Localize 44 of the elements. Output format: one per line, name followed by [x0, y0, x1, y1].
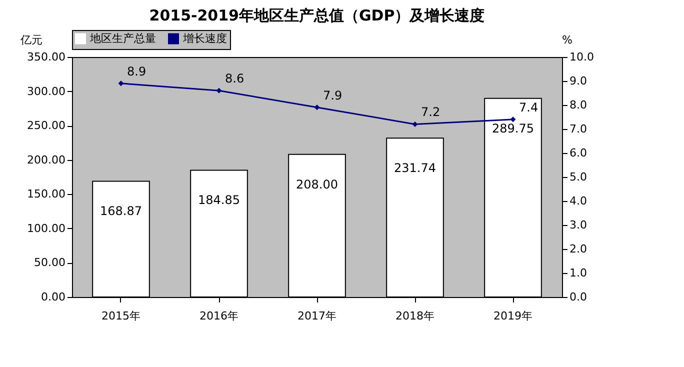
data-label: 8.9	[127, 64, 146, 78]
y-tick-label: 200.00	[27, 153, 66, 166]
x-tick-label: 2019年	[494, 310, 532, 322]
y2-tick-label: 9.0	[570, 74, 587, 88]
chart-title: 2015-2019年地区生产总值（GDP）及增长速度	[149, 6, 485, 24]
y2-tick-label: 6.0	[570, 146, 587, 160]
y-axis-title: 亿元	[20, 34, 42, 46]
y2-tick-label: 5.0	[570, 170, 587, 184]
data-label: 231.74	[394, 161, 436, 176]
data-label: 8.6	[225, 72, 244, 86]
y2-tick-label: 1.0	[570, 266, 587, 280]
x-tick-label: 2017年	[298, 310, 336, 322]
legend-label: 增长速度	[182, 32, 227, 45]
point	[412, 121, 418, 127]
y-tick-label: 50.00	[34, 256, 66, 270]
y-tick-label: 350.00	[27, 50, 66, 64]
data-label: 208.00	[296, 177, 338, 192]
y-tick-label: 100.00	[27, 222, 66, 235]
x-tick-label: 2016年	[200, 310, 238, 322]
point	[216, 88, 222, 94]
data-label: 7.9	[323, 88, 342, 102]
point	[510, 116, 516, 122]
y2-tick-label: 10.0	[570, 50, 594, 64]
y2-tick-label: 8.0	[570, 98, 587, 112]
y2-tick-label: 2.0	[570, 242, 587, 256]
y2-tick-label: 4.0	[570, 194, 587, 208]
y-tick-label: 250.00	[27, 119, 66, 132]
point	[314, 104, 320, 110]
data-label: 7.4	[519, 100, 538, 114]
x-tick-label: 2015年	[102, 310, 140, 322]
y-tick-label: 300.00	[27, 84, 66, 98]
y2-tick-label: 7.0	[570, 122, 587, 136]
data-label: 184.85	[198, 193, 240, 208]
x-tick-label: 2018年	[396, 310, 434, 322]
legend-label: 地区生产总量	[89, 32, 156, 45]
data-label: 289.75	[492, 121, 534, 136]
data-label: 7.2	[421, 105, 440, 120]
y2-axis-title: %	[562, 34, 572, 46]
data-label: 168.87	[100, 204, 142, 218]
y2-tick-label: 3.0	[570, 218, 587, 232]
y-tick-label: 0.00	[41, 290, 66, 304]
y2-tick-label: 0.0	[570, 290, 587, 304]
point	[118, 80, 124, 86]
y-tick-label: 150.00	[27, 188, 66, 201]
